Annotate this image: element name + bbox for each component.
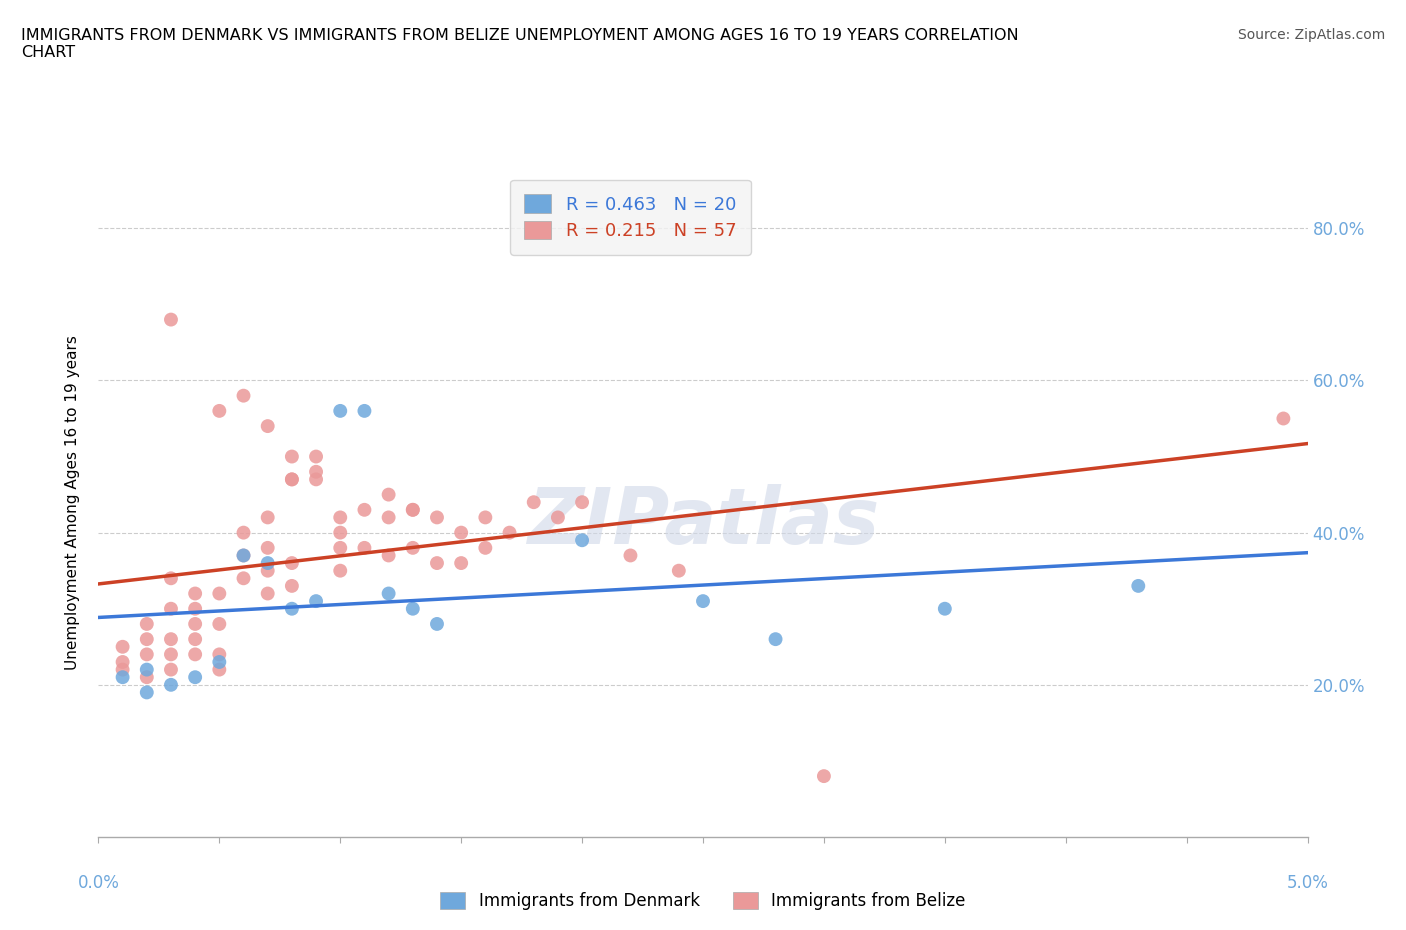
Point [353, 404, 375, 418]
Point [377, 586, 399, 601]
Point [160, 677, 183, 692]
Point [135, 670, 157, 684]
Point [934, 602, 956, 617]
Point [450, 555, 472, 570]
Point [256, 418, 278, 433]
Point [305, 464, 328, 479]
Point [329, 564, 352, 578]
Point [450, 525, 472, 540]
Point [1272, 411, 1295, 426]
Point [281, 602, 304, 617]
Point [377, 548, 399, 563]
Point [135, 662, 157, 677]
Point [111, 639, 134, 654]
Point [1128, 578, 1150, 593]
Text: Source: ZipAtlas.com: Source: ZipAtlas.com [1237, 28, 1385, 42]
Point [160, 312, 183, 327]
Point [619, 548, 641, 563]
Point [305, 472, 328, 486]
Y-axis label: Unemployment Among Ages 16 to 19 years: Unemployment Among Ages 16 to 19 years [65, 335, 80, 670]
Point [111, 670, 134, 684]
Point [281, 555, 304, 570]
Point [184, 602, 207, 617]
Point [232, 571, 254, 586]
Point [208, 586, 231, 601]
Point [426, 555, 449, 570]
Point [668, 564, 690, 578]
Point [426, 617, 449, 631]
Point [184, 617, 207, 631]
Legend: Immigrants from Denmark, Immigrants from Belize: Immigrants from Denmark, Immigrants from… [433, 885, 973, 917]
Point [111, 662, 134, 677]
Point [232, 548, 254, 563]
Point [281, 449, 304, 464]
Point [281, 472, 304, 486]
Point [281, 472, 304, 486]
Point [402, 502, 425, 517]
Point [329, 540, 352, 555]
Point [160, 647, 183, 662]
Point [692, 593, 714, 608]
Text: 5.0%: 5.0% [1286, 874, 1329, 892]
Point [523, 495, 546, 510]
Point [426, 510, 449, 525]
Point [329, 525, 352, 540]
Point [305, 449, 328, 464]
Point [571, 533, 593, 548]
Point [498, 525, 520, 540]
Point [160, 602, 183, 617]
Point [208, 404, 231, 418]
Point [208, 662, 231, 677]
Point [329, 510, 352, 525]
Point [232, 548, 254, 563]
Text: ZIPatlas: ZIPatlas [527, 485, 879, 560]
Point [256, 564, 278, 578]
Point [402, 502, 425, 517]
Point [813, 769, 835, 784]
Point [353, 502, 375, 517]
Point [474, 540, 496, 555]
Point [402, 602, 425, 617]
Point [256, 540, 278, 555]
Legend: R = 0.463   N = 20, R = 0.215   N = 57: R = 0.463 N = 20, R = 0.215 N = 57 [510, 179, 751, 255]
Point [402, 540, 425, 555]
Point [135, 685, 157, 700]
Point [184, 647, 207, 662]
Point [765, 631, 787, 646]
Point [256, 555, 278, 570]
Point [184, 670, 207, 684]
Point [281, 578, 304, 593]
Point [208, 617, 231, 631]
Point [135, 647, 157, 662]
Point [256, 510, 278, 525]
Point [571, 495, 593, 510]
Point [160, 571, 183, 586]
Point [256, 586, 278, 601]
Text: IMMIGRANTS FROM DENMARK VS IMMIGRANTS FROM BELIZE UNEMPLOYMENT AMONG AGES 16 TO : IMMIGRANTS FROM DENMARK VS IMMIGRANTS FR… [21, 28, 1019, 60]
Point [305, 593, 328, 608]
Point [160, 631, 183, 646]
Point [377, 510, 399, 525]
Point [208, 647, 231, 662]
Point [474, 510, 496, 525]
Point [208, 655, 231, 670]
Point [329, 404, 352, 418]
Point [135, 617, 157, 631]
Point [111, 655, 134, 670]
Point [232, 388, 254, 403]
Point [232, 525, 254, 540]
Point [353, 540, 375, 555]
Point [160, 662, 183, 677]
Text: 0.0%: 0.0% [77, 874, 120, 892]
Point [184, 631, 207, 646]
Point [377, 487, 399, 502]
Point [135, 631, 157, 646]
Point [547, 510, 569, 525]
Point [184, 586, 207, 601]
